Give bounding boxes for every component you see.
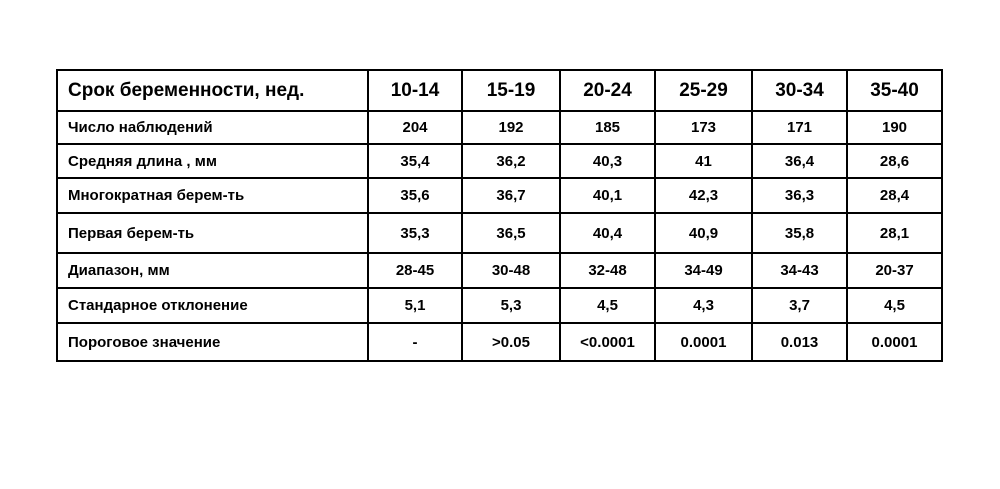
column-header: 15-19 — [461, 69, 561, 112]
table-cell: 192 — [461, 110, 561, 145]
table-row: Число наблюдений 204 192 185 173 171 190 — [56, 110, 943, 145]
table-cell: 0.013 — [751, 322, 848, 362]
table-cell: 42,3 — [654, 177, 753, 214]
table-cell: 40,4 — [559, 212, 656, 254]
row-label: Число наблюдений — [56, 110, 369, 145]
table-cell: 36,5 — [461, 212, 561, 254]
table-cell: 204 — [367, 110, 463, 145]
table-body: Срок беременности, нед. 10-14 15-19 20-24 25… — [56, 69, 943, 362]
table-cell: 28,4 — [846, 177, 943, 214]
table-cell: 4,5 — [846, 287, 943, 324]
table-cell: 35,6 — [367, 177, 463, 214]
header-row: Срок беременности, нед. 10-14 15-19 20-24 25… — [56, 69, 943, 112]
table-cell: 41 — [654, 143, 753, 179]
table-cell: 32-48 — [559, 252, 656, 289]
row-label: Стандарное отклонение — [56, 287, 369, 324]
table-cell: 35,8 — [751, 212, 848, 254]
header-label: Срок беременности, нед. — [56, 69, 369, 112]
table-cell: 34-49 — [654, 252, 753, 289]
row-label: Средняя длина , мм — [56, 143, 369, 179]
column-header: 20-24 — [559, 69, 656, 112]
table-cell: <0.0001 — [559, 322, 656, 362]
table-cell: 35,3 — [367, 212, 463, 254]
table-cell: 34-43 — [751, 252, 848, 289]
table-cell: 40,3 — [559, 143, 656, 179]
table-cell: 20-37 — [846, 252, 943, 289]
table-cell: 40,1 — [559, 177, 656, 214]
row-label: Пороговое значение — [56, 322, 369, 362]
table-cell: 185 — [559, 110, 656, 145]
row-label: Многократная берем-ть — [56, 177, 369, 214]
table-cell: 35,4 — [367, 143, 463, 179]
table-cell: 40,9 — [654, 212, 753, 254]
table-cell: - — [367, 322, 463, 362]
table-cell: 173 — [654, 110, 753, 145]
table-row: Средняя длина , мм 35,4 36,2 40,3 41 36,4 28,6 — [56, 143, 943, 179]
table-cell: 36,4 — [751, 143, 848, 179]
table-cell: 0.0001 — [654, 322, 753, 362]
table-cell: 36,7 — [461, 177, 561, 214]
table-row: Многократная берем-ть 35,6 36,7 40,1 42,3 36,… — [56, 177, 943, 214]
table-cell: 28,1 — [846, 212, 943, 254]
table-cell: 171 — [751, 110, 848, 145]
row-label: Первая берем-ть — [56, 212, 369, 254]
table-row: Стандарное отклонение 5,1 5,3 4,5 4,3 3,7 4,5 — [56, 287, 943, 324]
table-cell: 28-45 — [367, 252, 463, 289]
table-cell: 30-48 — [461, 252, 561, 289]
row-label: Диапазон, мм — [56, 252, 369, 289]
column-header: 25-29 — [654, 69, 753, 112]
table-cell: 4,5 — [559, 287, 656, 324]
table-cell: 3,7 — [751, 287, 848, 324]
table-cell: 4,3 — [654, 287, 753, 324]
table-row: Пороговое значение - >0.05 <0.0001 0.0001 0.0… — [56, 322, 943, 362]
column-header: 10-14 — [367, 69, 463, 112]
table-cell: 28,6 — [846, 143, 943, 179]
table-row: Диапазон, мм 28-45 30-48 32-48 34-49 34-43 20-… — [56, 252, 943, 289]
data-table: Срок беременности, нед. 10-14 15-19 20-24 25… — [56, 69, 943, 362]
table-cell: 190 — [846, 110, 943, 145]
table-row: Первая берем-ть 35,3 36,5 40,4 40,9 35,8 28,1 — [56, 212, 943, 254]
table-cell: 0.0001 — [846, 322, 943, 362]
table-cell: 5,3 — [461, 287, 561, 324]
table-cell: 36,2 — [461, 143, 561, 179]
table-cell: 36,3 — [751, 177, 848, 214]
table-cell: >0.05 — [461, 322, 561, 362]
column-header: 35-40 — [846, 69, 943, 112]
column-header: 30-34 — [751, 69, 848, 112]
table-cell: 5,1 — [367, 287, 463, 324]
